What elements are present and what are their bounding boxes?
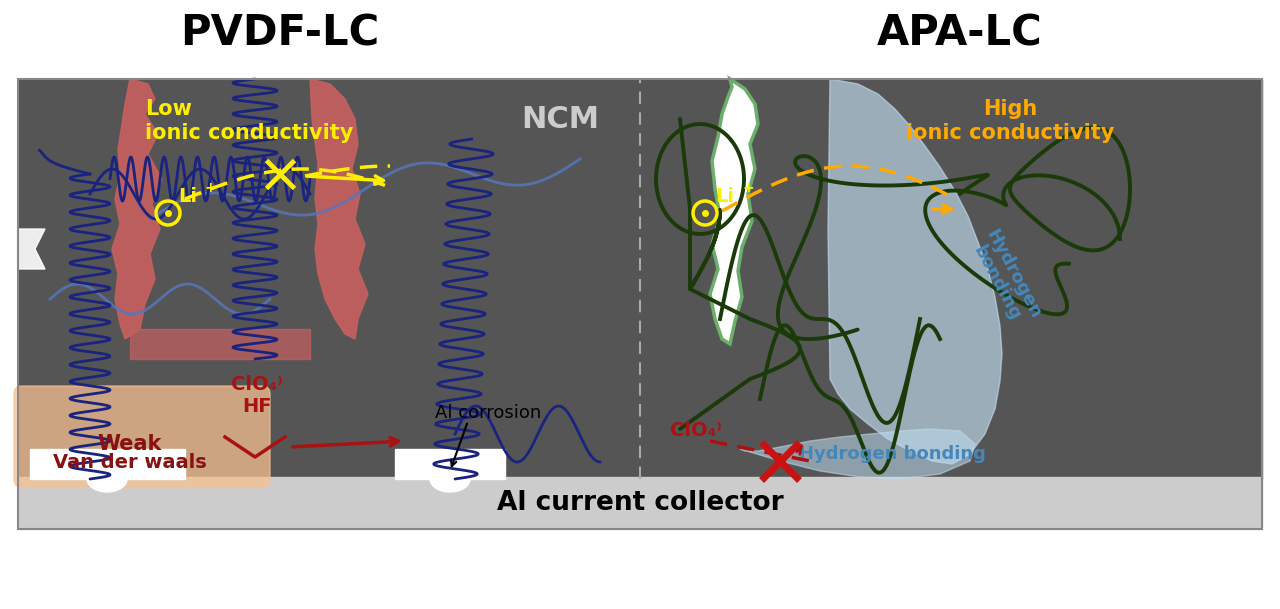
Text: Al current collector: Al current collector — [497, 490, 783, 516]
Ellipse shape — [430, 466, 470, 492]
Text: Hydrogen bonding: Hydrogen bonding — [799, 445, 986, 463]
Polygon shape — [310, 79, 369, 339]
Text: Hydrogen
bonding: Hydrogen bonding — [965, 227, 1044, 331]
FancyBboxPatch shape — [14, 386, 270, 487]
Text: Li: Li — [178, 186, 197, 205]
Bar — [18, 477, 1262, 529]
Bar — [18, 79, 1262, 479]
Polygon shape — [113, 79, 163, 339]
Text: High
ionic conductivity: High ionic conductivity — [906, 99, 1114, 143]
Text: Weak: Weak — [97, 434, 163, 454]
Text: Li: Li — [716, 186, 733, 205]
Bar — [29, 449, 186, 479]
Polygon shape — [131, 329, 310, 359]
Text: +: + — [205, 181, 216, 195]
Bar — [18, 79, 1262, 529]
Polygon shape — [18, 229, 45, 269]
Text: ClO₄⁾: ClO₄⁾ — [232, 375, 283, 393]
Text: NCM: NCM — [521, 105, 599, 133]
Text: Van der waals: Van der waals — [54, 452, 207, 471]
Text: HF: HF — [242, 398, 271, 417]
Text: PVDF-LC: PVDF-LC — [180, 12, 380, 54]
Text: Al corrosion: Al corrosion — [435, 404, 541, 422]
Text: APA-LC: APA-LC — [877, 12, 1043, 54]
Ellipse shape — [87, 466, 127, 492]
Text: Low
ionic conductivity: Low ionic conductivity — [145, 99, 353, 143]
Polygon shape — [710, 79, 758, 344]
Text: +: + — [742, 181, 754, 195]
Polygon shape — [740, 429, 975, 479]
Polygon shape — [828, 79, 1002, 464]
Bar — [396, 449, 506, 479]
Text: ClO₄⁾: ClO₄⁾ — [669, 421, 722, 440]
